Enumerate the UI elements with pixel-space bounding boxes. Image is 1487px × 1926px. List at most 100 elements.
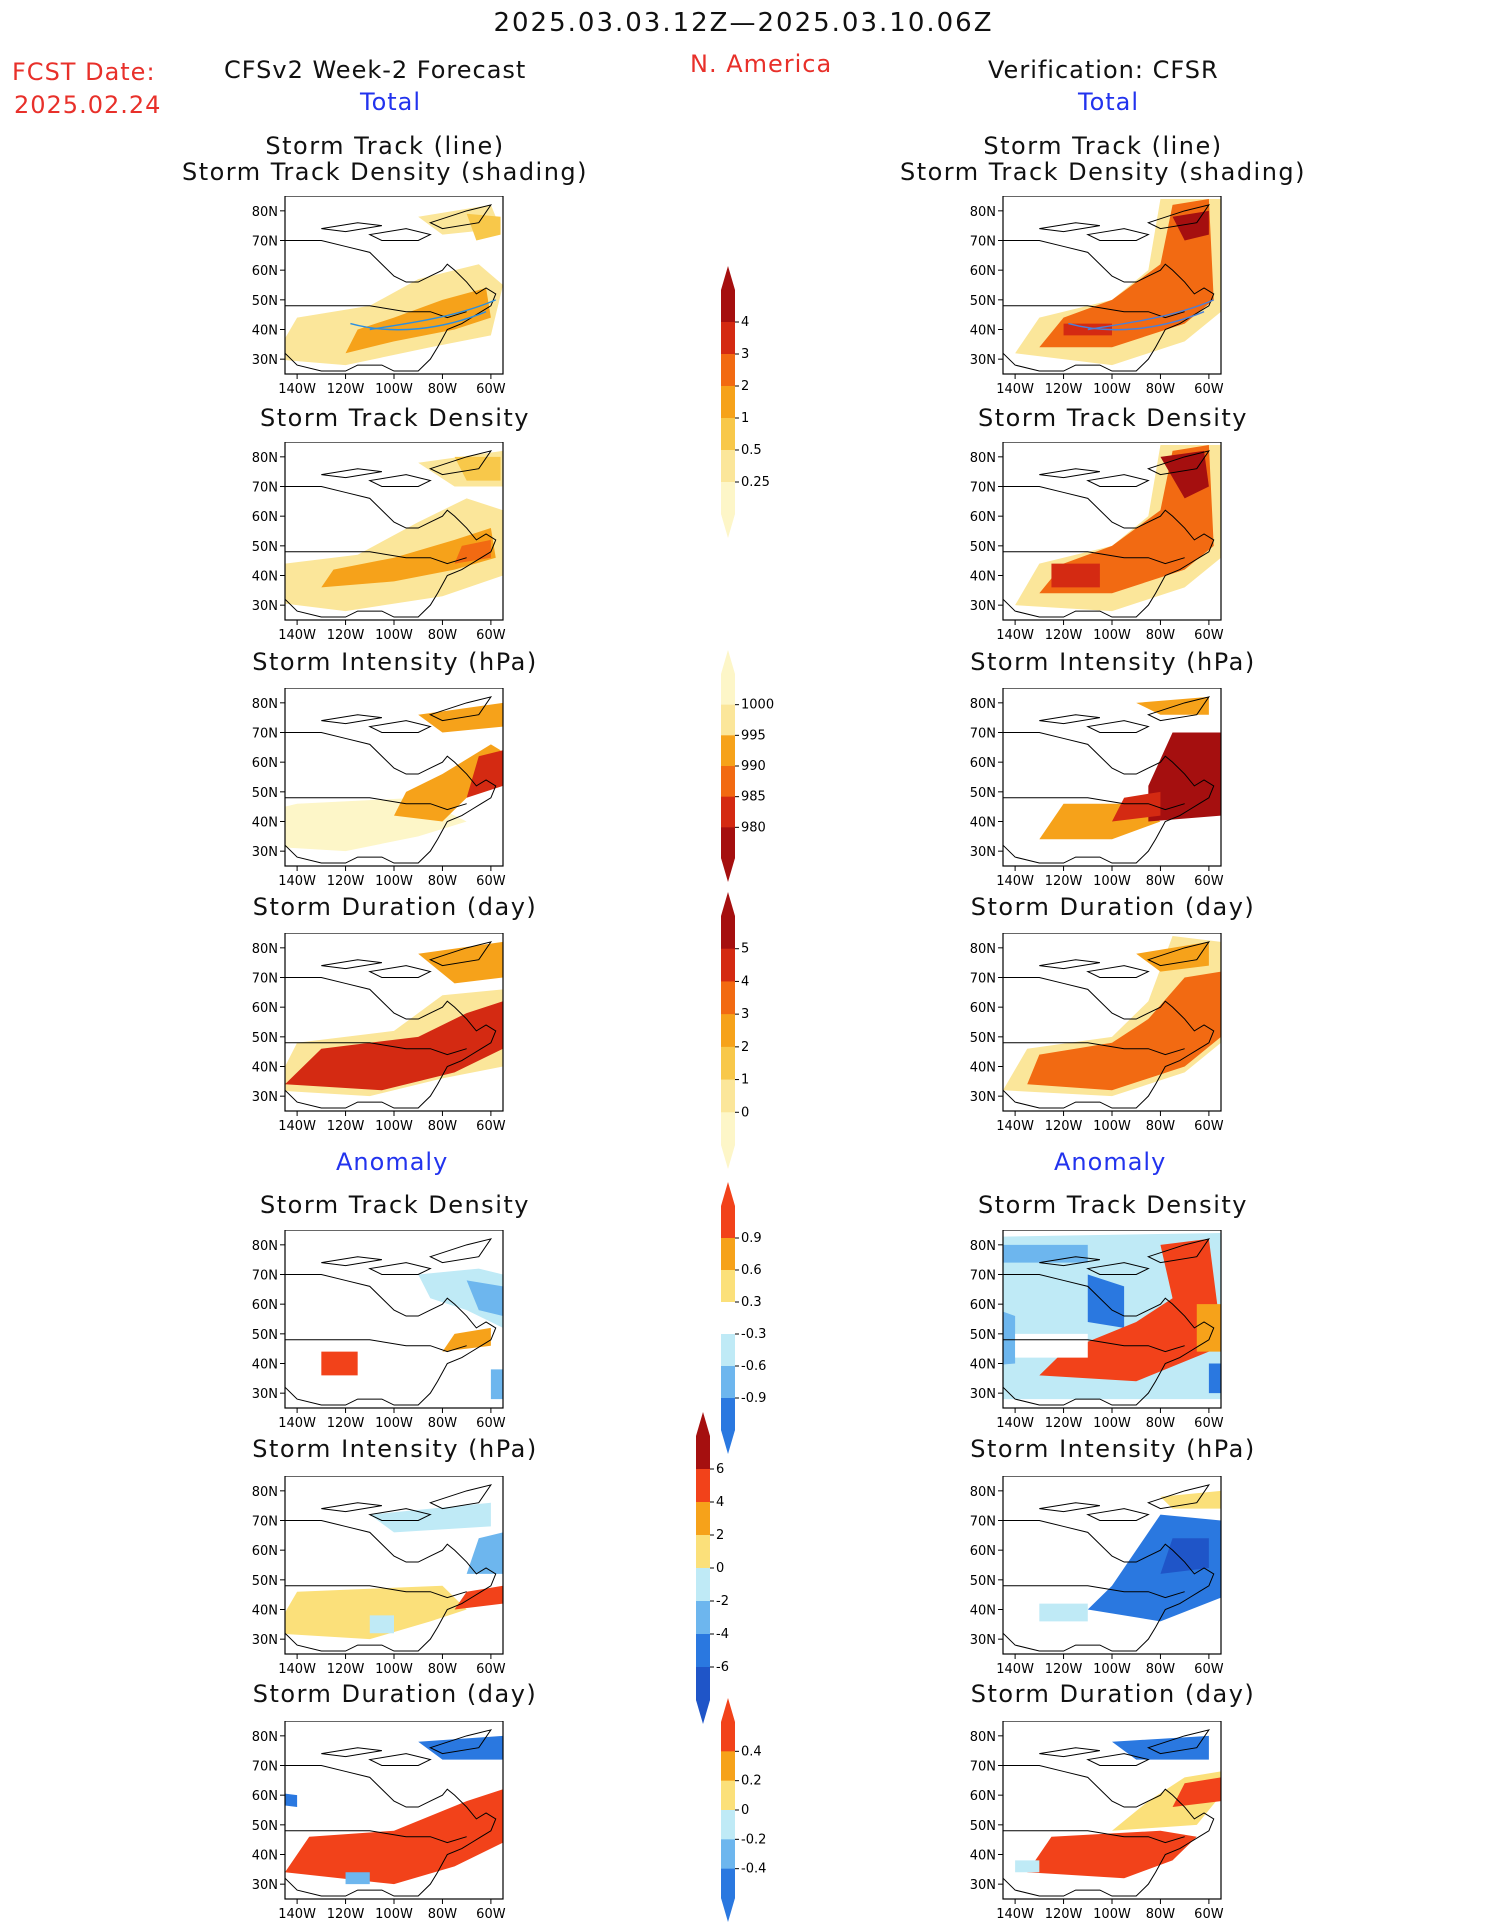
colorbar-label: -2 xyxy=(716,1594,729,1609)
lat-tick-label: 50N xyxy=(252,540,278,555)
lon-tick-label: 80W xyxy=(428,628,458,642)
colorbar-label: 0.9 xyxy=(741,1231,762,1246)
colorbar-label: -0.6 xyxy=(741,1359,766,1374)
colorbar-segment xyxy=(721,1334,735,1367)
lon-tick-label: 80W xyxy=(1146,1907,1176,1921)
lon-tick-label: 140W xyxy=(278,1119,316,1133)
lon-tick-label: 140W xyxy=(996,1662,1034,1676)
lat-tick-label: 40N xyxy=(970,324,996,339)
colorbar-label: 980 xyxy=(741,820,766,835)
colorbar-segment xyxy=(721,766,735,798)
lat-tick-label: 30N xyxy=(970,1387,996,1402)
lat-tick-label: 80N xyxy=(252,1485,278,1500)
lon-tick-label: 140W xyxy=(996,628,1034,642)
lat-tick-label: 60N xyxy=(252,510,278,525)
lat-tick-label: 70N xyxy=(252,235,278,250)
left-anom-intensity-title: Storm Intensity (hPa) xyxy=(252,1435,538,1463)
colorbar-label: 0 xyxy=(716,1561,724,1576)
right-duration-title: Storm Duration (day) xyxy=(970,893,1256,921)
lon-tick-label: 120W xyxy=(327,628,365,642)
colorbar-label: 4 xyxy=(741,315,749,330)
lat-tick-label: 70N xyxy=(970,1515,996,1530)
lat-tick-label: 60N xyxy=(970,756,996,771)
colorbar-segment xyxy=(721,482,735,515)
left-column-title: CFSv2 Week-2 Forecast xyxy=(224,56,527,84)
region-label: N. America xyxy=(690,50,833,78)
lon-tick-label: 60W xyxy=(1194,1662,1224,1676)
lon-tick-label: 120W xyxy=(327,1119,365,1133)
lon-tick-label: 100W xyxy=(375,1119,413,1133)
right-column-title: Verification: CFSR xyxy=(988,56,1219,84)
left-anom-duration-title: Storm Duration (day) xyxy=(252,1680,538,1708)
lat-tick-label: 60N xyxy=(252,1789,278,1804)
colorbar-segment xyxy=(721,1839,735,1870)
lat-tick-label: 80N xyxy=(252,451,278,466)
lat-tick-label: 80N xyxy=(970,697,996,712)
lon-tick-label: 140W xyxy=(278,1662,316,1676)
colorbar-label: 3 xyxy=(741,347,749,362)
colorbar-segment xyxy=(721,916,735,950)
lat-tick-label: 70N xyxy=(970,1269,996,1284)
colorbar-segment xyxy=(721,1014,735,1048)
left-track-line-title: Storm Track (line) xyxy=(265,132,505,160)
lat-tick-label: 80N xyxy=(252,1239,278,1254)
colorbar-segment xyxy=(696,1667,710,1701)
lon-tick-label: 120W xyxy=(1045,382,1083,396)
colorbar-label: 0.3 xyxy=(741,1295,762,1310)
lat-tick-label: 70N xyxy=(252,1269,278,1284)
colorbar-label: 0.6 xyxy=(741,1263,762,1278)
colorbar-label: 995 xyxy=(741,728,766,743)
lat-tick-label: 40N xyxy=(970,1061,996,1076)
lat-tick-label: 40N xyxy=(252,324,278,339)
lon-tick-label: 100W xyxy=(375,1416,413,1430)
lat-tick-label: 60N xyxy=(252,1544,278,1559)
colorbar-intensity-anom: 6 4 2 0 -2 -4 -6 xyxy=(696,1412,729,1724)
lat-tick-label: 40N xyxy=(252,1604,278,1619)
colorbar-segment xyxy=(721,1302,735,1335)
colorbar-segment xyxy=(721,418,735,451)
lon-tick-label: 80W xyxy=(428,1119,458,1133)
colorbar-segment xyxy=(721,450,735,483)
lat-tick-label: 40N xyxy=(970,816,996,831)
lat-tick-label: 50N xyxy=(970,1819,996,1834)
colorbar-segment xyxy=(696,1469,710,1503)
right-anom-intensity-title: Storm Intensity (hPa) xyxy=(970,1435,1256,1463)
lon-tick-label: 120W xyxy=(327,382,365,396)
lon-tick-label: 100W xyxy=(1093,1416,1131,1430)
lon-tick-label: 60W xyxy=(1194,874,1224,888)
lat-tick-label: 60N xyxy=(252,1001,278,1016)
colorbar-label: 1 xyxy=(741,1073,749,1088)
colorbar-label: 4 xyxy=(716,1495,724,1510)
lat-tick-label: 30N xyxy=(970,1878,996,1893)
colorbar-label: 6 xyxy=(716,1462,724,1477)
lat-tick-label: 70N xyxy=(970,1760,996,1775)
lon-tick-label: 80W xyxy=(1146,1119,1176,1133)
lon-tick-label: 80W xyxy=(428,1907,458,1921)
colorbar-label: 0.5 xyxy=(741,443,762,458)
colorbar-arrow-top xyxy=(721,266,735,290)
right-anom-duration-title: Storm Duration (day) xyxy=(970,1680,1256,1708)
lat-tick-label: 30N xyxy=(252,353,278,368)
lat-tick-label: 70N xyxy=(970,235,996,250)
lon-tick-label: 80W xyxy=(1146,874,1176,888)
lat-tick-label: 40N xyxy=(252,1358,278,1373)
colorbar-segment xyxy=(721,386,735,419)
lat-tick-label: 70N xyxy=(970,972,996,987)
lat-tick-label: 50N xyxy=(252,1819,278,1834)
lat-tick-label: 80N xyxy=(252,942,278,957)
colorbar-segment xyxy=(721,1751,735,1782)
colorbar-label: -4 xyxy=(716,1627,729,1642)
colorbar-arrow-top xyxy=(721,1182,735,1206)
lat-tick-label: 50N xyxy=(252,1031,278,1046)
colorbar-segment xyxy=(721,1079,735,1113)
colorbar-segment xyxy=(721,1270,735,1303)
left-duration-title: Storm Duration (day) xyxy=(252,893,538,921)
colorbar-arrow-top xyxy=(696,1412,710,1436)
lat-tick-label: 50N xyxy=(252,1328,278,1343)
lon-tick-label: 100W xyxy=(1093,1119,1131,1133)
colorbar-segment xyxy=(721,290,735,323)
